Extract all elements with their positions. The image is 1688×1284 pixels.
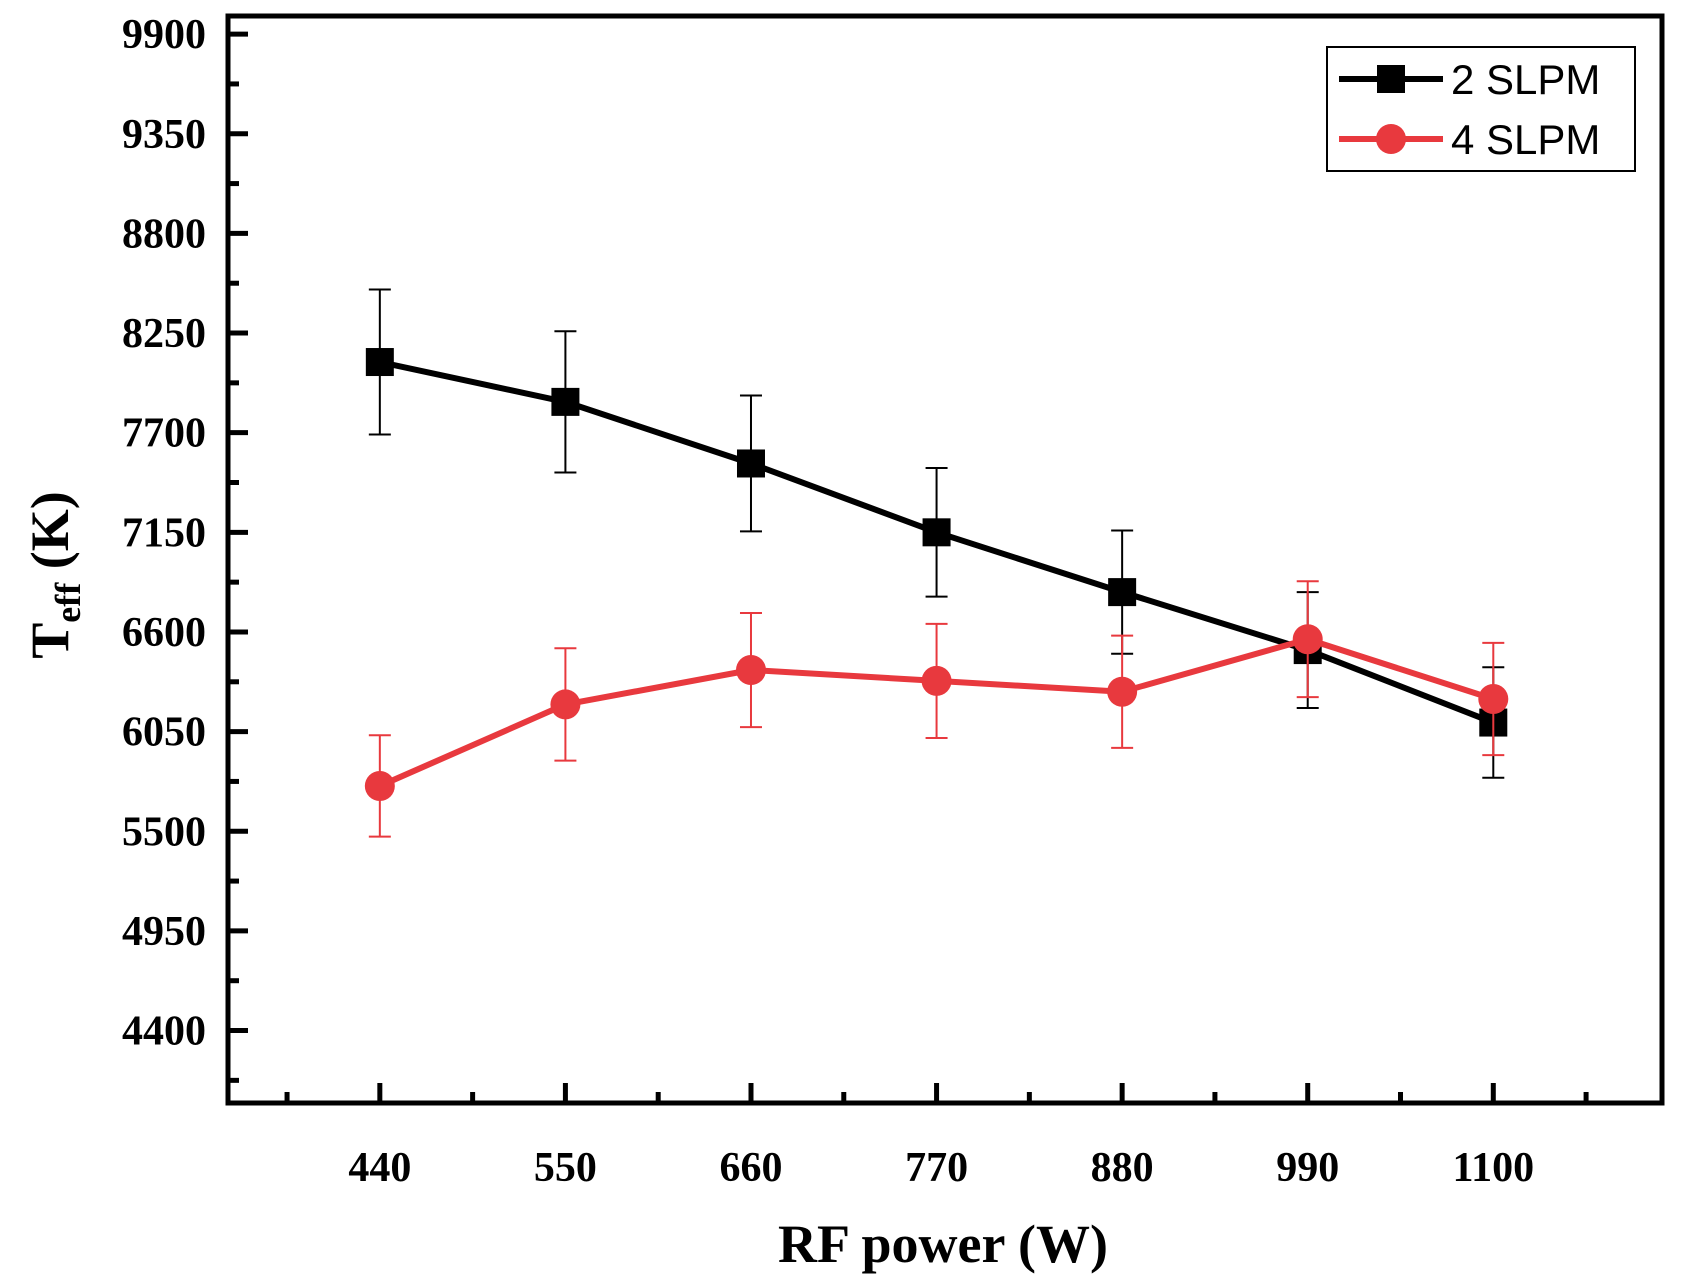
data-point — [551, 387, 580, 416]
series-layer — [364, 288, 1509, 838]
x-tick-label: 660 — [719, 1145, 782, 1191]
y-tick-label: 4400 — [122, 1009, 206, 1055]
series-2 — [364, 580, 1509, 838]
data-point — [921, 665, 952, 696]
x-tick-label: 550 — [534, 1145, 597, 1191]
data-point — [364, 770, 395, 801]
data-point — [1107, 676, 1138, 707]
data-point — [1478, 683, 1509, 714]
x-tick-label: 990 — [1276, 1145, 1339, 1191]
y-tick-label: 9900 — [122, 12, 206, 58]
legend-marker — [1376, 124, 1406, 154]
x-tick-label: 880 — [1091, 1145, 1154, 1191]
x-axis: 440 550 660 770 880 990 1100 — [284, 1083, 1589, 1191]
y-tick-label: 7700 — [122, 411, 206, 457]
y-axis-title-sub: eff — [48, 582, 88, 623]
x-tick-label: 770 — [905, 1145, 968, 1191]
data-point — [1292, 624, 1323, 655]
y-tick-label: 4950 — [122, 909, 206, 955]
data-point — [922, 518, 951, 547]
y-axis-title: Teff (K) — [20, 491, 88, 658]
y-tick-label: 9350 — [122, 112, 206, 158]
y-axis-title-unit: (K) — [20, 491, 80, 582]
y-tick-label: 6600 — [122, 610, 206, 656]
data-point — [735, 655, 766, 686]
legend-item: 2 SLPM — [1339, 56, 1600, 103]
y-tick-label: 8250 — [122, 311, 206, 357]
plot-frame — [225, 13, 1665, 1106]
data-point — [1108, 578, 1137, 607]
y-tick-label: 7150 — [122, 510, 206, 556]
legend: 2 SLPM 4 SLPM — [1326, 46, 1636, 172]
legend-label: 2 SLPM — [1451, 56, 1600, 103]
x-tick-label: 1100 — [1452, 1145, 1534, 1191]
x-axis-title: RF power (W) — [778, 1214, 1108, 1274]
data-point — [365, 348, 394, 377]
y-tick-label: 5500 — [122, 809, 206, 855]
y-tick-label: 6050 — [122, 710, 206, 756]
y-axis-title-main: T — [20, 623, 80, 659]
data-point — [550, 689, 581, 720]
legend-box — [1326, 46, 1636, 172]
x-tick-label: 440 — [348, 1145, 411, 1191]
legend-item: 4 SLPM — [1339, 116, 1600, 163]
y-tick-label: 8800 — [122, 211, 206, 257]
plot-border — [225, 13, 1665, 1106]
y-axis: 4400 4950 5500 6050 6600 7150 7700 8250 8800 9350… — [122, 12, 248, 1083]
legend-marker — [1377, 65, 1405, 93]
legend-label: 4 SLPM — [1451, 116, 1600, 163]
data-point — [736, 449, 765, 478]
